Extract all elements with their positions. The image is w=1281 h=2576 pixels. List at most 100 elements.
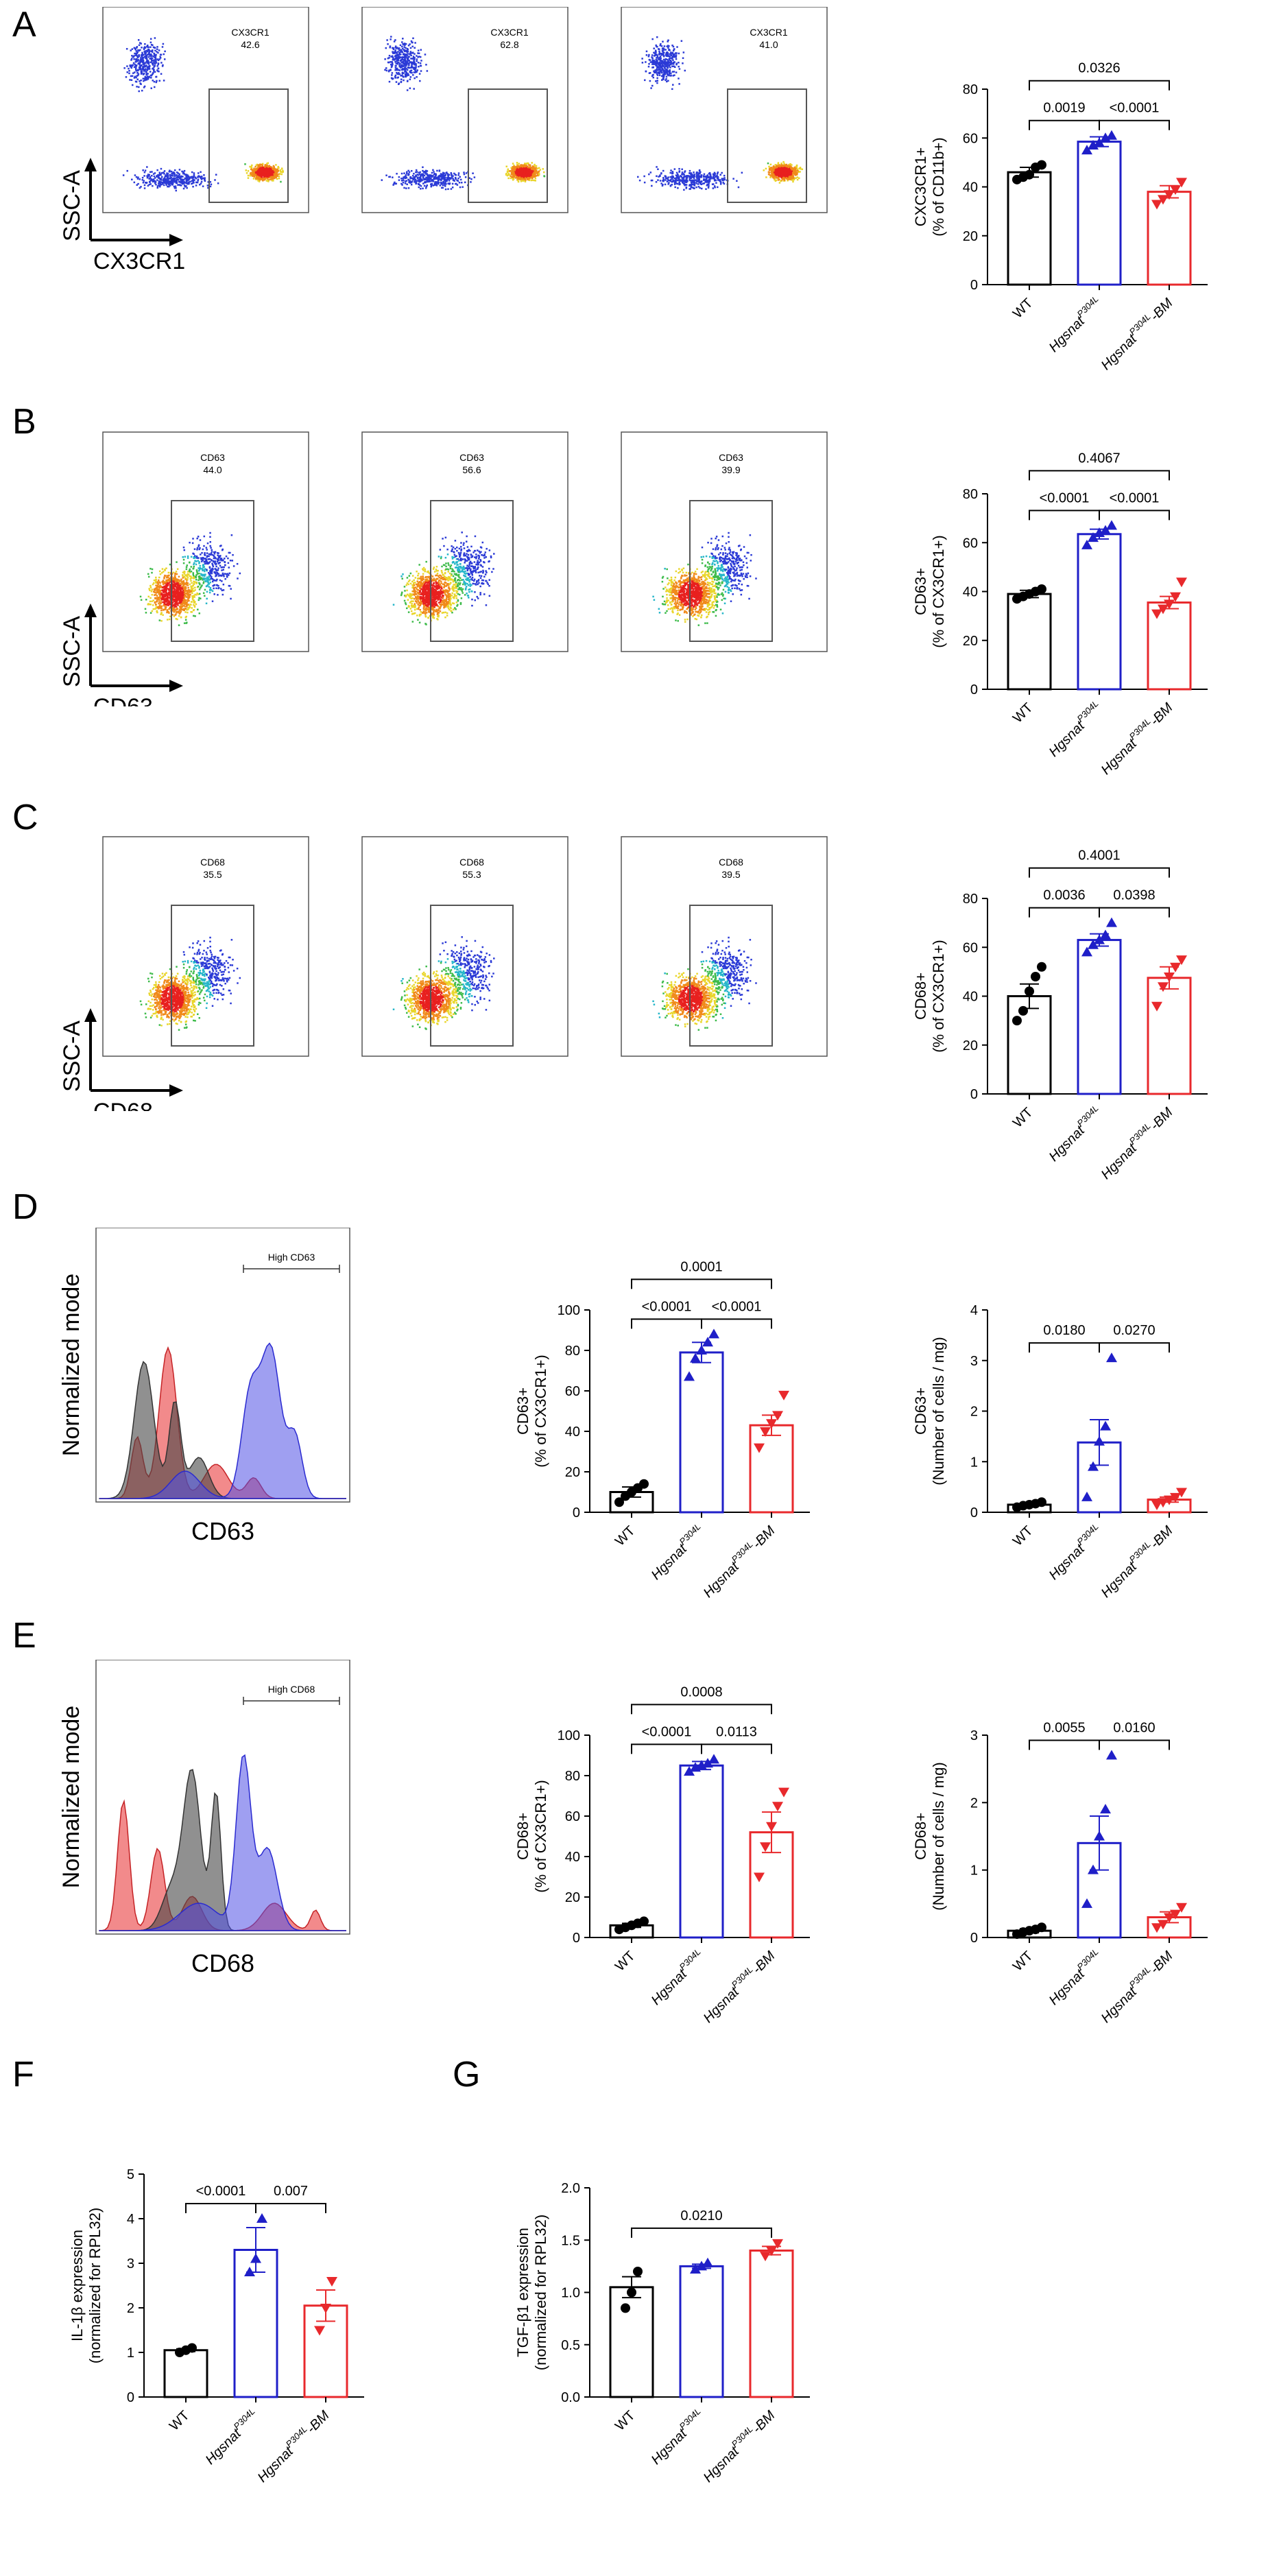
event-dot bbox=[658, 72, 661, 75]
event-dot bbox=[185, 174, 188, 176]
event-dot bbox=[402, 181, 405, 184]
event-dot bbox=[389, 176, 391, 178]
event-dot bbox=[263, 174, 266, 176]
event-dot bbox=[510, 177, 512, 180]
event-dot bbox=[668, 49, 671, 51]
event-dot bbox=[166, 172, 168, 174]
event-dot bbox=[673, 177, 676, 180]
event-dot bbox=[409, 43, 411, 45]
event-dot bbox=[512, 171, 514, 173]
event-dot bbox=[206, 561, 209, 564]
event-dot bbox=[402, 68, 404, 71]
event-dot bbox=[534, 163, 536, 166]
event-dot bbox=[438, 181, 440, 184]
event-dot bbox=[207, 181, 210, 183]
event-dot bbox=[662, 54, 665, 57]
event-dot bbox=[155, 53, 157, 56]
event-dot bbox=[165, 567, 167, 569]
event-dot bbox=[398, 179, 400, 181]
event-dot bbox=[397, 51, 399, 53]
event-dot bbox=[772, 166, 774, 168]
event-dot bbox=[400, 64, 403, 67]
event-dot bbox=[161, 571, 163, 574]
event-dot bbox=[156, 46, 158, 48]
event-dot bbox=[393, 40, 396, 43]
event-dot bbox=[165, 184, 167, 186]
event-dot bbox=[538, 167, 540, 169]
event-dot bbox=[524, 168, 527, 171]
event-dot bbox=[264, 178, 266, 180]
event-dot bbox=[154, 58, 157, 60]
event-dot bbox=[681, 168, 683, 171]
event-dot bbox=[664, 64, 666, 66]
event-dot bbox=[457, 180, 459, 182]
event-dot bbox=[686, 180, 689, 182]
event-dot bbox=[514, 167, 516, 169]
event-dot bbox=[520, 171, 523, 174]
event-dot bbox=[662, 73, 665, 75]
event-dot bbox=[278, 175, 280, 178]
event-dot bbox=[782, 178, 785, 180]
event-dot bbox=[153, 55, 155, 58]
event-dot bbox=[782, 170, 784, 172]
event-dot bbox=[147, 68, 149, 70]
event-dot bbox=[154, 181, 157, 183]
event-dot bbox=[169, 184, 171, 187]
event-dot bbox=[437, 182, 439, 184]
event-dot bbox=[176, 182, 178, 184]
event-dot bbox=[193, 595, 195, 597]
event-dot bbox=[247, 177, 250, 179]
event-dot bbox=[394, 49, 396, 51]
event-dot bbox=[164, 179, 167, 181]
event-dot bbox=[660, 57, 662, 60]
event-dot bbox=[658, 66, 660, 68]
event-dot bbox=[184, 174, 187, 176]
event-dot bbox=[444, 188, 447, 191]
event-dot bbox=[705, 188, 707, 190]
event-dot bbox=[699, 171, 702, 174]
event-dot bbox=[660, 172, 662, 174]
event-dot bbox=[263, 170, 265, 173]
event-dot bbox=[418, 73, 421, 75]
event-dot bbox=[648, 58, 651, 61]
event-dot bbox=[424, 169, 427, 172]
event-dot bbox=[515, 177, 517, 179]
event-dot bbox=[652, 73, 654, 76]
event-dot bbox=[452, 175, 454, 177]
event-dot bbox=[519, 169, 522, 171]
event-dot bbox=[736, 180, 738, 182]
event-dot bbox=[519, 178, 522, 180]
event-dot bbox=[791, 178, 793, 180]
event-dot bbox=[689, 172, 691, 174]
event-dot bbox=[776, 168, 778, 171]
event-dot bbox=[658, 71, 660, 74]
event-dot bbox=[422, 171, 425, 173]
event-dot bbox=[274, 174, 276, 176]
event-dot bbox=[178, 580, 181, 582]
event-dot bbox=[145, 70, 147, 73]
event-dot bbox=[690, 183, 693, 186]
event-dot bbox=[416, 71, 418, 73]
event-dot bbox=[143, 64, 145, 67]
event-dot bbox=[656, 62, 658, 65]
event-dot bbox=[403, 62, 405, 65]
event-dot bbox=[125, 48, 128, 50]
event-dot bbox=[141, 179, 143, 181]
event-dot bbox=[433, 171, 435, 173]
event-dot bbox=[402, 58, 404, 61]
event-dot bbox=[667, 74, 669, 76]
event-dot bbox=[791, 171, 794, 174]
event-dot bbox=[202, 559, 204, 562]
event-dot bbox=[663, 61, 665, 64]
event-dot bbox=[158, 185, 161, 188]
event-dot bbox=[527, 171, 529, 174]
event-dot bbox=[511, 168, 514, 170]
event-dot bbox=[457, 172, 460, 174]
event-dot bbox=[136, 71, 139, 74]
event-dot bbox=[176, 180, 178, 182]
event-dot bbox=[654, 71, 656, 73]
event-dot bbox=[136, 75, 138, 77]
event-dot bbox=[187, 555, 189, 558]
event-dot bbox=[776, 176, 778, 179]
event-dot bbox=[406, 172, 408, 175]
